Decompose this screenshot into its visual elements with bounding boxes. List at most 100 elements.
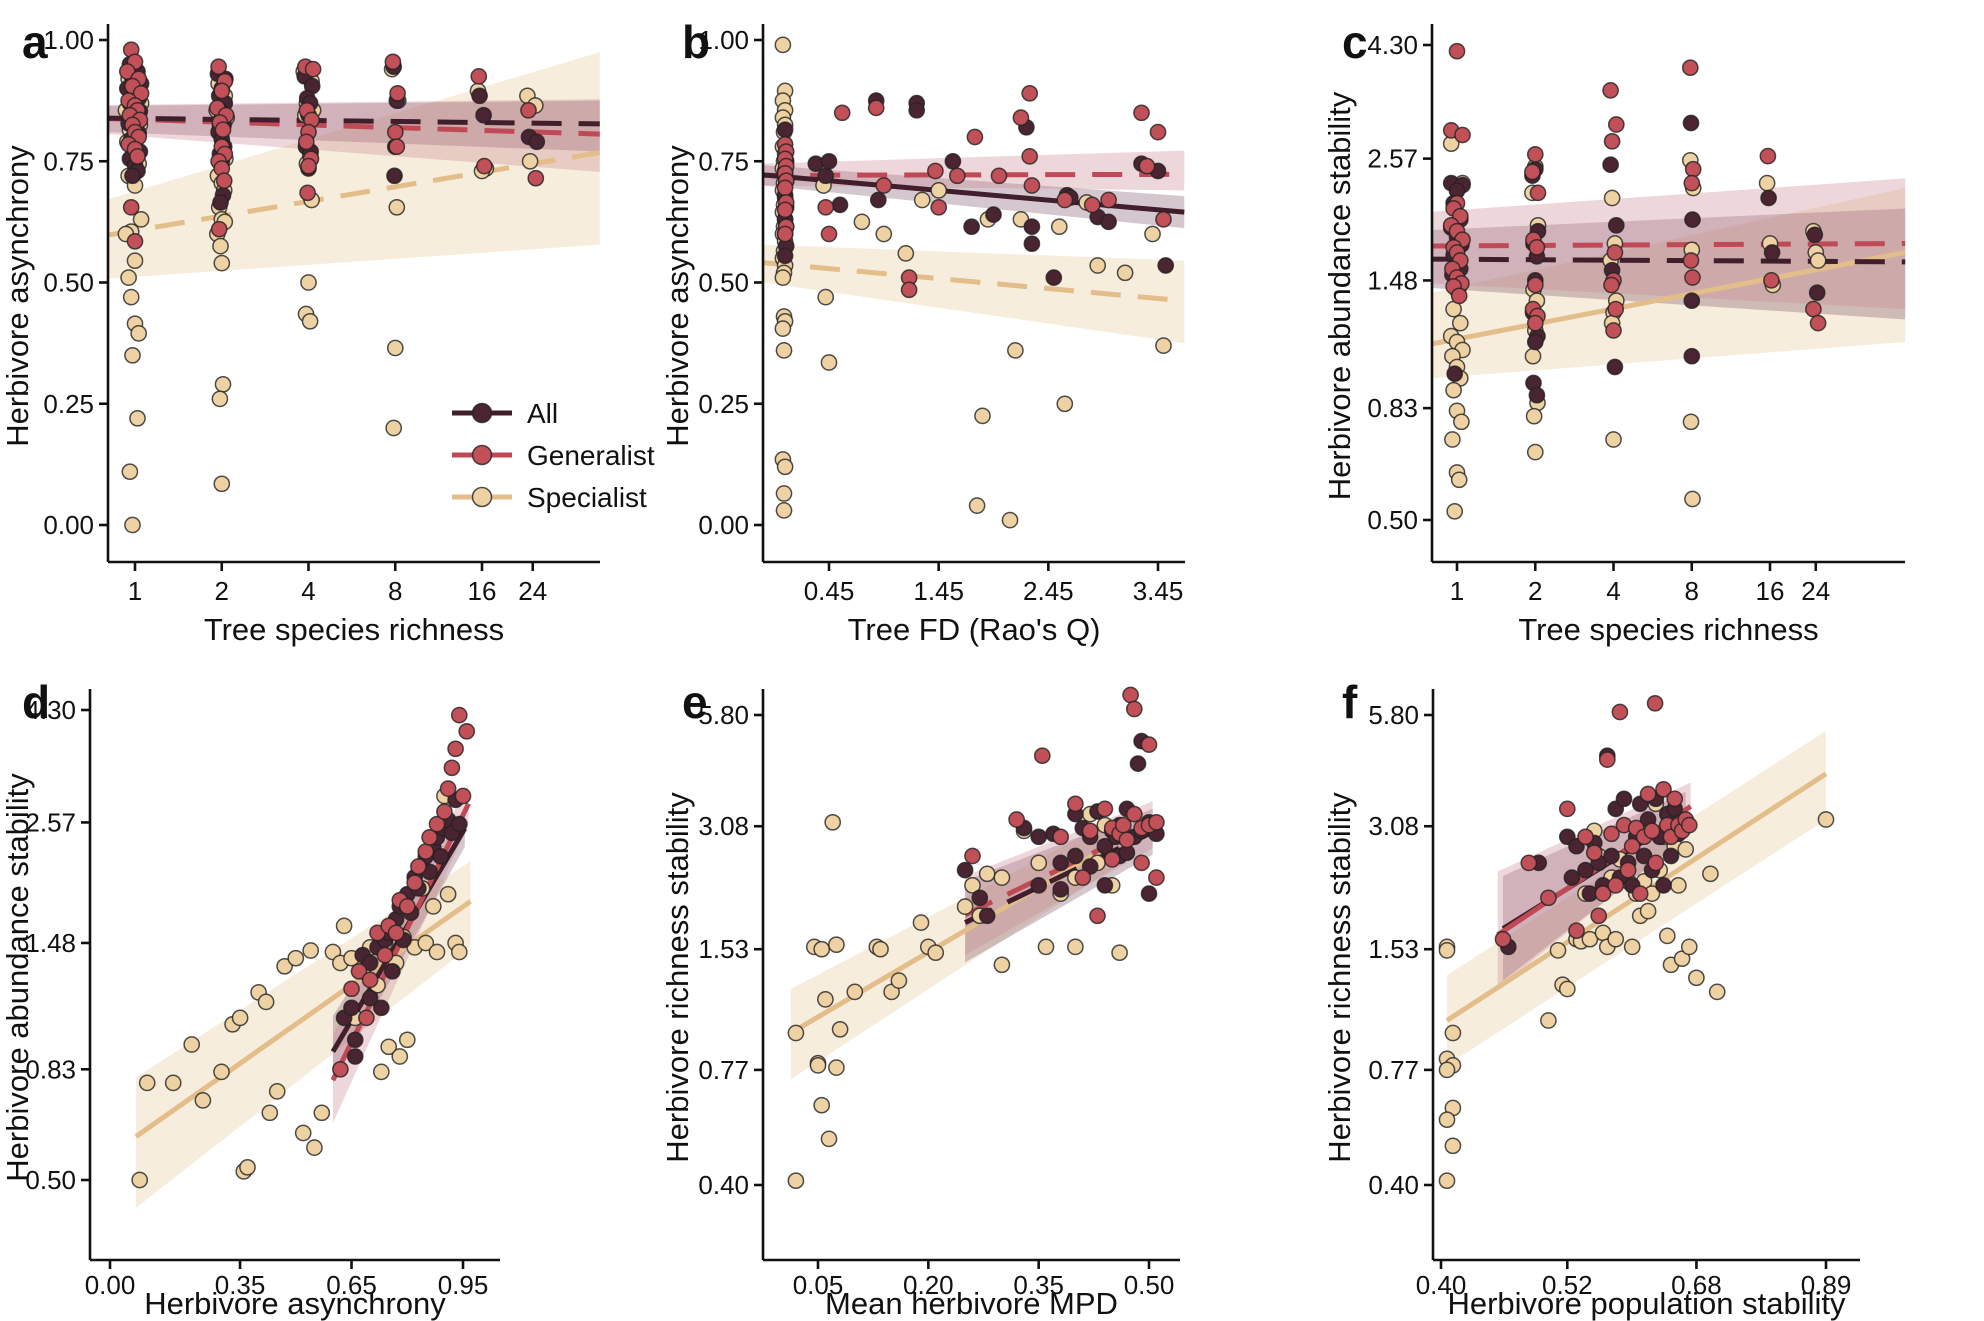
x-axis-title: Mean herbivore MPD (825, 1286, 1118, 1321)
data-point-generalist (129, 148, 146, 165)
data-point-generalist (454, 787, 472, 805)
x-tick-label: 0.89 (1801, 1270, 1852, 1300)
x-tick-label: 1.45 (913, 576, 964, 606)
data-point-generalist (1023, 177, 1041, 194)
fit-line-specialist (1431, 250, 1906, 347)
y-axis-title: Herbivore richness stability (660, 792, 695, 1163)
data-point-specialist (1605, 431, 1622, 448)
y-axis-title: Herbivore richness stability (1322, 792, 1357, 1163)
data-point-all (1615, 790, 1633, 808)
data-point-specialist (122, 288, 140, 306)
data-point-all (1067, 847, 1084, 865)
data-point-generalist (1646, 694, 1664, 712)
panel-b: 0.45 1.45 2.45 3.45 0.00 0.25 0.50 0.75 1.00 Tree… (660, 0, 1320, 660)
data-point-specialist (124, 516, 141, 534)
data-point-generalist (1619, 861, 1637, 879)
data-point-generalist (1528, 238, 1546, 256)
data-point-generalist (1540, 889, 1557, 907)
data-point-specialist (1438, 1172, 1456, 1190)
data-point-generalist (776, 201, 794, 219)
panel-d: 0.00 0.35 0.65 0.95 0.50 0.83 1.48 2.57 4.30 Herb… (0, 660, 660, 1321)
data-point-all (450, 815, 468, 833)
x-tick-label: 0.00 (85, 1270, 136, 1300)
data-point-all (471, 87, 488, 105)
data-point-specialist (385, 419, 403, 437)
x-tick-label: 4 (301, 576, 315, 606)
data-point-generalist (1529, 184, 1547, 202)
legend-marker-specialist (471, 486, 493, 508)
data-point-specialist (930, 182, 948, 199)
data-point-generalist (1089, 907, 1106, 925)
data-point-generalist (1681, 59, 1699, 77)
data-point-generalist (1666, 790, 1684, 808)
data-point-specialist (1603, 189, 1621, 207)
data-point-generalist (1682, 252, 1700, 269)
data-point-generalist (1607, 116, 1625, 133)
data-point-specialist (521, 152, 539, 170)
data-point-generalist (358, 1009, 375, 1027)
legend-label-all: All (527, 398, 558, 429)
x-tick-label: 0.65 (326, 1270, 377, 1300)
data-point-generalist (1118, 831, 1136, 849)
panel-label: b (682, 16, 710, 68)
data-point-specialist (129, 409, 146, 427)
y-tick-label: 3.08 (1368, 811, 1419, 841)
data-point-all (1023, 235, 1041, 253)
data-point-specialist (956, 898, 974, 915)
data-point-specialist (776, 458, 794, 476)
chart-d: 0.00 0.35 0.65 0.95 0.50 0.83 1.48 2.57 4.30 Herb… (0, 676, 500, 1321)
data-point-specialist (1677, 841, 1695, 858)
fit-line-generalist (108, 116, 600, 137)
points-generalist (118, 41, 545, 250)
data-point-generalist (1148, 813, 1165, 831)
data-point-generalist (417, 843, 435, 860)
data-point-specialist (820, 1130, 838, 1148)
y-tick-label: 5.80 (698, 700, 749, 730)
fit-line-specialist (789, 837, 1121, 1036)
data-point-specialist (1144, 225, 1161, 243)
x-tick-label: 16 (1756, 576, 1785, 606)
data-point-generalist (388, 138, 406, 156)
y-tick-label: 5.80 (1368, 700, 1419, 730)
data-point-specialist (231, 1009, 249, 1027)
data-point-generalist (1759, 147, 1777, 165)
data-point-specialist (131, 1171, 149, 1189)
y-tick-label: 2.57 (1367, 144, 1418, 174)
points-generalist (776, 84, 1172, 299)
data-point-all (1446, 365, 1464, 383)
axes (1423, 24, 1905, 571)
data-point-specialist (817, 288, 835, 306)
data-point-all (1806, 226, 1824, 244)
data-point-generalist (1148, 869, 1165, 886)
y-tick-label: 1.00 (43, 25, 94, 55)
x-tick-label: 0.68 (1671, 1270, 1722, 1300)
x-axis-title: Herbivore population stability (1447, 1286, 1846, 1321)
data-point-generalist (1655, 780, 1672, 798)
y-tick-label: 0.50 (43, 268, 94, 298)
data-point-specialist (450, 943, 468, 961)
data-point-generalist (1096, 800, 1114, 818)
data-point-generalist (520, 101, 537, 119)
data-point-generalist (126, 232, 144, 250)
fit-line-specialist (134, 899, 472, 1139)
data-point-generalist (1021, 148, 1039, 165)
data-point-generalist (1603, 276, 1620, 294)
data-point-generalist (1454, 126, 1471, 144)
data-point-specialist (1558, 980, 1576, 998)
data-point-generalist (215, 172, 233, 190)
y-tick-label: 0.00 (698, 510, 749, 540)
data-point-generalist (1611, 703, 1629, 721)
data-point-all (1030, 828, 1048, 846)
data-point-all (124, 167, 141, 185)
confidence-band-specialist (763, 244, 1185, 344)
x-tick-label: 0.20 (903, 1270, 954, 1300)
data-point-generalist (406, 874, 424, 892)
data-point-specialist (775, 485, 793, 502)
data-point-all (361, 954, 379, 972)
data-point-all (1129, 755, 1147, 772)
chart-f: 0.40 0.52 0.68 0.89 0.40 0.77 1.53 3.08 5.80 Herb… (1322, 676, 1860, 1321)
data-point-generalist (1067, 795, 1084, 813)
data-point-specialist (121, 463, 139, 481)
x-tick-label: 0.45 (804, 576, 855, 606)
data-point-generalist (1100, 191, 1117, 209)
